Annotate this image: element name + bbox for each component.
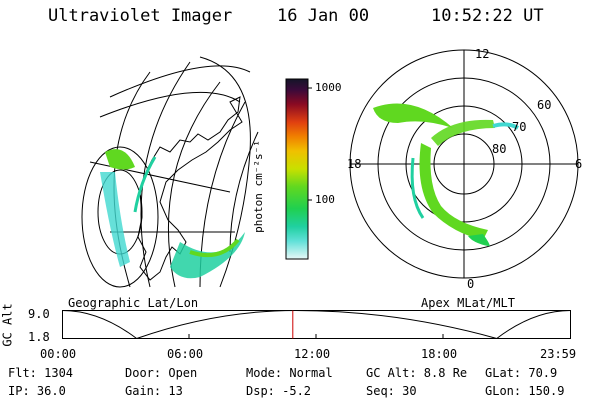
orbit-ytick-9: 9.0 <box>28 307 50 321</box>
polar-panel-label: Apex MLat/MLT <box>421 296 515 310</box>
gain-value: Gain: 13 <box>125 384 183 398</box>
flight-number: Flt: 1304 <box>8 366 74 380</box>
geo-latitude: GLat: 70.9 <box>485 366 558 380</box>
time-label: 10:52:22 UT <box>431 6 544 26</box>
orbit-ylabel: GC Alt <box>0 303 15 347</box>
polar-mlt-18: 18 <box>347 157 362 171</box>
polar-mlt-0: 0 <box>467 277 475 291</box>
aurora-emission <box>100 149 245 279</box>
date-label: 16 Jan 00 <box>277 6 370 26</box>
sequence-number: Seq: 30 <box>366 384 417 398</box>
gc-altitude: GC Alt: 8.8 Re <box>366 366 468 380</box>
polar-lat-70: 70 <box>512 120 527 134</box>
polar-lat-60: 60 <box>537 98 552 112</box>
geographic-image <box>81 56 259 288</box>
colorbar-unit-label: photon cm⁻²s⁻¹ <box>251 140 265 233</box>
colorbar <box>285 78 312 260</box>
orbit-xtick-2359: 23:59 <box>540 347 577 361</box>
geo-longitude: GLon: 150.9 <box>485 384 565 398</box>
orbit-ytick-1-8: 1.8 <box>28 330 50 344</box>
polar-plot <box>349 49 579 279</box>
aurora-oval <box>373 103 520 247</box>
door-status: Door: Open <box>125 366 198 380</box>
orbit-xtick-0600: 06:00 <box>167 347 204 361</box>
colorbar-tick-100: 100 <box>315 193 335 206</box>
orbit-xtick-0000: 00:00 <box>40 347 77 361</box>
instrument-title: Ultraviolet Imager <box>48 6 233 26</box>
ip-value: IP: 36.0 <box>8 384 66 398</box>
mode-status: Mode: Normal <box>246 366 333 380</box>
lat-arc <box>109 65 251 98</box>
geo-panel-label: Geographic Lat/Lon <box>68 296 199 310</box>
polar-mlt-12: 12 <box>475 47 490 61</box>
orbit-xtick-1800: 18:00 <box>421 347 458 361</box>
polar-mlt-6: 6 <box>575 157 583 171</box>
orbit-xtick-1200: 12:00 <box>294 347 331 361</box>
orbit-altitude-curve <box>62 310 571 340</box>
polar-lat-80: 80 <box>492 142 507 156</box>
orbit-plot <box>62 310 571 340</box>
dsp-value: Dsp: -5.2 <box>246 384 312 398</box>
colorbar-tick-1000: 1000 <box>315 81 342 94</box>
